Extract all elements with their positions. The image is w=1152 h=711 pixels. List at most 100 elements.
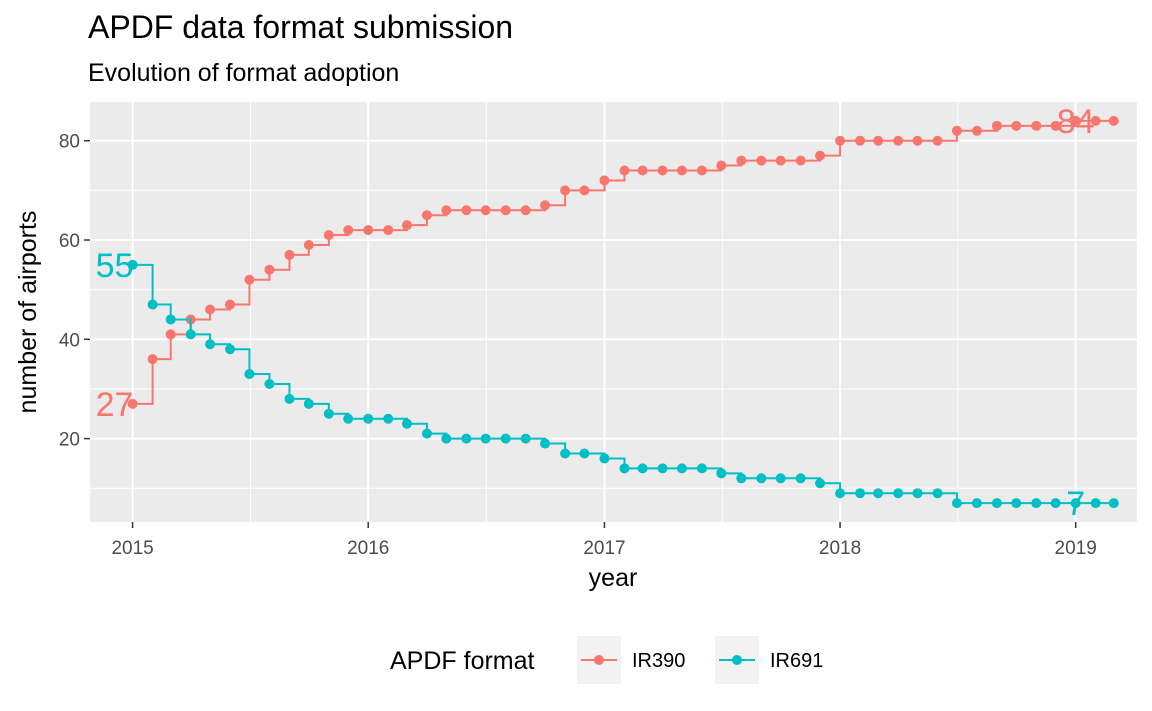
data-point-IR390	[401, 220, 412, 231]
data-point-IR390	[1050, 120, 1061, 131]
data-point-IR390	[205, 304, 216, 315]
data-point-IR691	[736, 473, 747, 484]
data-point-IR390	[855, 135, 866, 146]
legend-key-point	[732, 655, 742, 665]
data-point-IR390	[147, 354, 158, 365]
data-point-IR691	[991, 498, 1002, 509]
data-point-IR390	[441, 205, 452, 216]
data-point-IR390	[716, 160, 727, 171]
data-point-IR390	[932, 135, 943, 146]
y-axis: 20 40 60 80	[59, 132, 90, 451]
data-point-IR691	[756, 473, 767, 484]
data-point-IR390	[244, 274, 255, 285]
data-point-IR390	[775, 155, 786, 166]
data-point-IR691	[676, 463, 687, 474]
data-point-IR390	[461, 205, 472, 216]
data-point-IR390	[795, 155, 806, 166]
x-tick-label: 2016	[347, 538, 389, 559]
x-tick-label: 2019	[1055, 538, 1097, 559]
data-point-IR691	[1108, 498, 1119, 509]
data-point-IR390	[676, 165, 687, 176]
data-point-IR390	[657, 165, 668, 176]
data-point-IR691	[1011, 498, 1022, 509]
data-point-IR691	[1070, 498, 1081, 509]
y-axis-title: number of airports	[14, 211, 42, 414]
data-point-IR691	[540, 438, 551, 449]
data-point-IR390	[991, 120, 1002, 131]
data-point-IR390	[1031, 120, 1042, 131]
legend: APDF format IR390 IR691	[390, 636, 823, 684]
end-value-label-IR390: 84	[1057, 103, 1095, 141]
data-point-IR390	[363, 225, 374, 236]
data-point-IR691	[264, 378, 275, 389]
data-point-IR691	[500, 433, 511, 444]
data-point-IR691	[893, 488, 904, 499]
data-point-IR691	[363, 413, 374, 424]
data-point-IR390	[1011, 120, 1022, 131]
data-point-IR691	[716, 468, 727, 479]
series-layer	[127, 115, 1119, 509]
data-point-IR390	[421, 210, 432, 221]
data-point-IR691	[835, 488, 846, 499]
series-line-IR390	[132, 119, 1114, 405]
data-point-IR691	[795, 473, 806, 484]
data-point-IR390	[971, 125, 982, 136]
data-point-IR390	[736, 155, 747, 166]
grid-minor	[90, 102, 1137, 522]
data-point-IR691	[971, 498, 982, 509]
data-point-IR390	[951, 125, 962, 136]
data-point-IR691	[421, 428, 432, 439]
data-point-IR390	[873, 135, 884, 146]
data-point-IR691	[461, 433, 472, 444]
data-point-IR390	[1070, 115, 1081, 126]
data-point-IR691	[185, 329, 196, 340]
data-point-IR691	[1031, 498, 1042, 509]
data-point-IR390	[1108, 115, 1119, 126]
data-point-IR691	[696, 463, 707, 474]
data-point-IR390	[520, 205, 531, 216]
data-point-IR390	[323, 230, 334, 241]
data-point-IR691	[205, 339, 216, 350]
data-point-IR390	[383, 225, 394, 236]
data-point-IR390	[893, 135, 904, 146]
y-tick-label: 60	[59, 231, 80, 252]
data-point-IR691	[951, 498, 962, 509]
data-point-IR390	[480, 205, 491, 216]
data-point-IR691	[932, 488, 943, 499]
data-point-IR691	[127, 259, 138, 270]
data-point-IR691	[637, 463, 648, 474]
data-point-IR691	[520, 433, 531, 444]
data-point-IR390	[637, 165, 648, 176]
data-point-IR691	[441, 433, 452, 444]
start-value-label-IR390: 27	[96, 386, 134, 424]
data-point-IR691	[343, 413, 354, 424]
data-point-IR390	[540, 200, 551, 211]
data-point-IR390	[560, 185, 571, 196]
data-point-IR691	[912, 488, 923, 499]
data-point-IR691	[147, 299, 158, 310]
data-point-IR691	[619, 463, 630, 474]
data-point-IR691	[165, 314, 176, 325]
legend-label-IR691: IR691	[770, 650, 823, 672]
data-point-IR691	[599, 453, 610, 464]
x-axis-title: year	[589, 564, 638, 592]
data-point-IR691	[815, 478, 826, 489]
data-point-IR390	[165, 329, 176, 340]
legend-title: APDF format	[390, 647, 535, 675]
data-point-IR390	[815, 150, 826, 161]
data-point-IR390	[264, 264, 275, 275]
data-point-IR691	[657, 463, 668, 474]
data-point-IR691	[303, 398, 314, 409]
x-axis: 2015 2016 2017 2018 2019	[111, 522, 1097, 559]
data-point-IR691	[383, 413, 394, 424]
y-tick-label: 20	[59, 430, 80, 451]
data-point-IR691	[775, 473, 786, 484]
data-point-IR390	[835, 135, 846, 146]
data-point-IR691	[284, 393, 295, 404]
plot-panel	[90, 102, 1137, 522]
y-tick-label: 40	[59, 330, 80, 351]
data-point-IR691	[560, 448, 571, 459]
end-value-label-IR691: 7	[1066, 485, 1085, 523]
x-tick-label: 2015	[111, 538, 153, 559]
